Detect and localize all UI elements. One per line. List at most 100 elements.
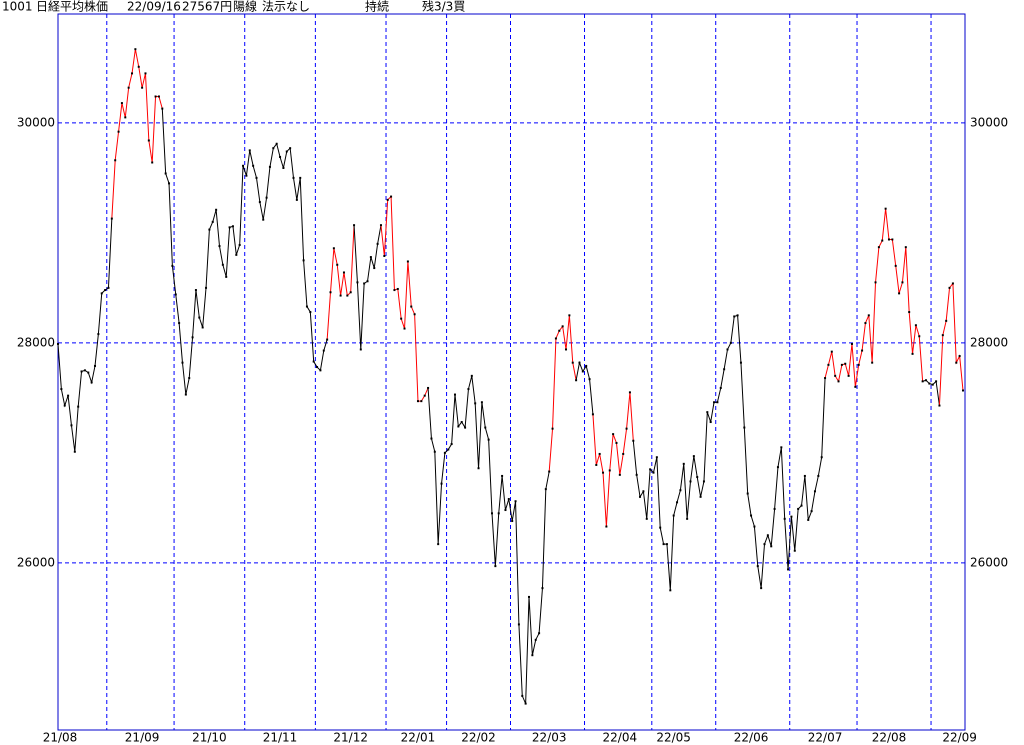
point-marker — [558, 329, 561, 332]
point-marker — [891, 238, 894, 241]
point-marker — [760, 587, 763, 590]
point-marker — [780, 446, 783, 449]
point-marker — [329, 291, 332, 294]
point-marker — [887, 238, 890, 241]
point-marker — [665, 543, 668, 546]
point-marker — [73, 450, 76, 453]
point-marker — [349, 291, 352, 294]
point-marker — [642, 490, 645, 493]
point-marker — [114, 159, 117, 162]
point-marker — [188, 377, 191, 380]
point-marker — [827, 363, 830, 366]
point-marker — [484, 426, 487, 429]
point-marker — [739, 361, 742, 364]
point-marker — [850, 342, 853, 345]
point-marker — [326, 338, 329, 341]
point-marker — [924, 379, 927, 382]
point-marker — [107, 286, 110, 289]
point-marker — [639, 495, 642, 498]
point-marker — [305, 305, 308, 308]
point-marker — [282, 166, 285, 169]
point-marker — [938, 404, 941, 407]
point-marker — [440, 482, 443, 485]
point-marker — [228, 226, 231, 229]
point-marker — [501, 474, 504, 477]
point-marker — [591, 413, 594, 416]
point-marker — [410, 305, 413, 308]
point-marker — [443, 451, 446, 454]
point-marker — [511, 520, 514, 523]
point-marker — [406, 260, 409, 263]
point-marker — [373, 267, 376, 270]
point-marker — [908, 311, 911, 314]
point-marker — [726, 348, 729, 351]
point-marker — [551, 427, 554, 430]
point-marker — [157, 95, 160, 98]
point-marker — [585, 364, 588, 367]
point-marker — [787, 568, 790, 571]
point-marker — [548, 470, 551, 473]
point-marker — [840, 363, 843, 366]
point-marker — [676, 501, 679, 504]
point-marker — [77, 405, 80, 408]
point-marker — [810, 510, 813, 513]
point-marker — [672, 514, 675, 517]
point-marker — [295, 198, 298, 201]
point-marker — [453, 393, 456, 396]
point-marker — [632, 439, 635, 442]
point-marker — [161, 107, 164, 110]
point-marker — [753, 525, 756, 528]
point-marker — [369, 256, 372, 259]
point-marker — [716, 401, 719, 404]
point-marker — [316, 366, 319, 369]
point-marker — [881, 239, 884, 242]
point-marker — [951, 282, 954, 285]
point-marker — [94, 364, 97, 367]
point-marker — [141, 86, 144, 89]
point-marker — [292, 176, 295, 179]
point-marker — [807, 518, 810, 521]
point-marker — [914, 324, 917, 327]
point-marker — [622, 452, 625, 455]
point-marker — [376, 242, 379, 245]
point-marker — [635, 473, 638, 476]
point-marker — [198, 316, 201, 319]
point-marker — [289, 147, 292, 150]
point-marker — [615, 441, 618, 444]
point-marker — [746, 492, 749, 495]
point-marker — [460, 421, 463, 424]
point-marker — [205, 286, 208, 289]
point-marker — [470, 374, 473, 377]
point-marker — [645, 517, 648, 520]
point-marker — [433, 450, 436, 453]
point-marker — [649, 468, 652, 471]
point-marker — [242, 164, 245, 167]
point-marker — [272, 147, 275, 150]
point-marker — [793, 549, 796, 552]
header-text: 27567円 — [182, 0, 232, 14]
point-marker — [723, 368, 726, 371]
point-marker — [467, 388, 470, 391]
point-marker — [817, 474, 820, 477]
point-marker — [110, 217, 113, 220]
point-marker — [864, 322, 867, 325]
point-marker — [390, 195, 393, 198]
point-marker — [87, 371, 90, 374]
point-marker — [834, 374, 837, 377]
point-marker — [534, 638, 537, 641]
point-marker — [450, 443, 453, 446]
x-tick-label: 22/09 — [942, 731, 977, 745]
point-marker — [400, 317, 403, 320]
point-marker — [531, 654, 534, 657]
point-marker — [218, 245, 221, 248]
point-marker — [342, 271, 345, 274]
point-marker — [783, 517, 786, 520]
point-marker — [686, 517, 689, 520]
point-marker — [181, 361, 184, 364]
point-marker — [733, 315, 736, 318]
point-marker — [285, 150, 288, 153]
point-marker — [571, 361, 574, 364]
point-marker — [231, 225, 234, 228]
